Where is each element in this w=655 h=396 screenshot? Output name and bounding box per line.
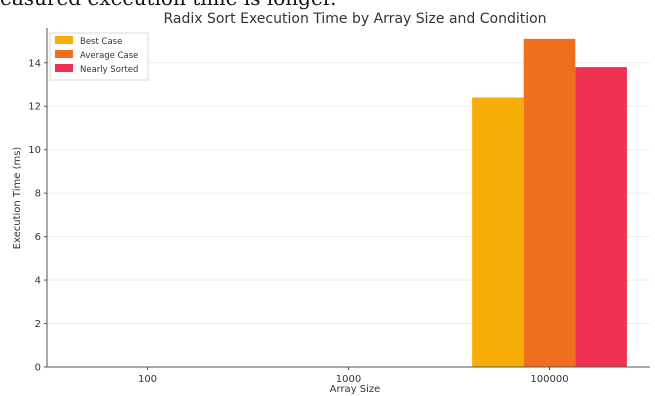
- y-axis-label: Execution Time (ms): [12, 147, 23, 250]
- x-tick-label: 100000: [530, 374, 568, 385]
- y-tick-label: 2: [35, 319, 41, 330]
- x-tick-label: 1000: [336, 374, 361, 385]
- x-tick-label: 100: [138, 374, 157, 385]
- y-ticks: 0 2 4 6 8 10 12 14: [28, 58, 47, 374]
- legend-label: Best Case: [80, 37, 122, 47]
- page-text-fragment: easured execution time is longer.: [0, 0, 337, 10]
- y-tick-label: 14: [28, 58, 41, 69]
- bar-average-case: [523, 38, 576, 367]
- x-ticks: 100 1000 100000: [138, 367, 569, 385]
- y-tick-label: 10: [28, 145, 41, 156]
- y-tick-label: 8: [35, 189, 41, 200]
- y-tick-label: 4: [35, 276, 41, 287]
- legend-label: Average Case: [80, 51, 138, 61]
- chart-title: Radix Sort Execution Time by Array Size …: [163, 11, 546, 27]
- legend-swatch-best-case: [55, 36, 73, 44]
- legend-label: Nearly Sorted: [80, 65, 138, 75]
- bar-best-case: [472, 97, 524, 368]
- legend-swatch-nearly-sorted: [55, 64, 73, 72]
- bar-nearly-sorted: [575, 67, 627, 367]
- y-tick-label: 0: [35, 363, 41, 374]
- y-tick-label: 6: [35, 232, 41, 243]
- legend-swatch-average-case: [55, 50, 73, 58]
- bars-group: [472, 38, 627, 368]
- x-axis-label: Array Size: [330, 384, 381, 395]
- legend: Best Case Average Case Nearly Sorted: [49, 32, 149, 81]
- y-tick-label: 12: [28, 102, 41, 113]
